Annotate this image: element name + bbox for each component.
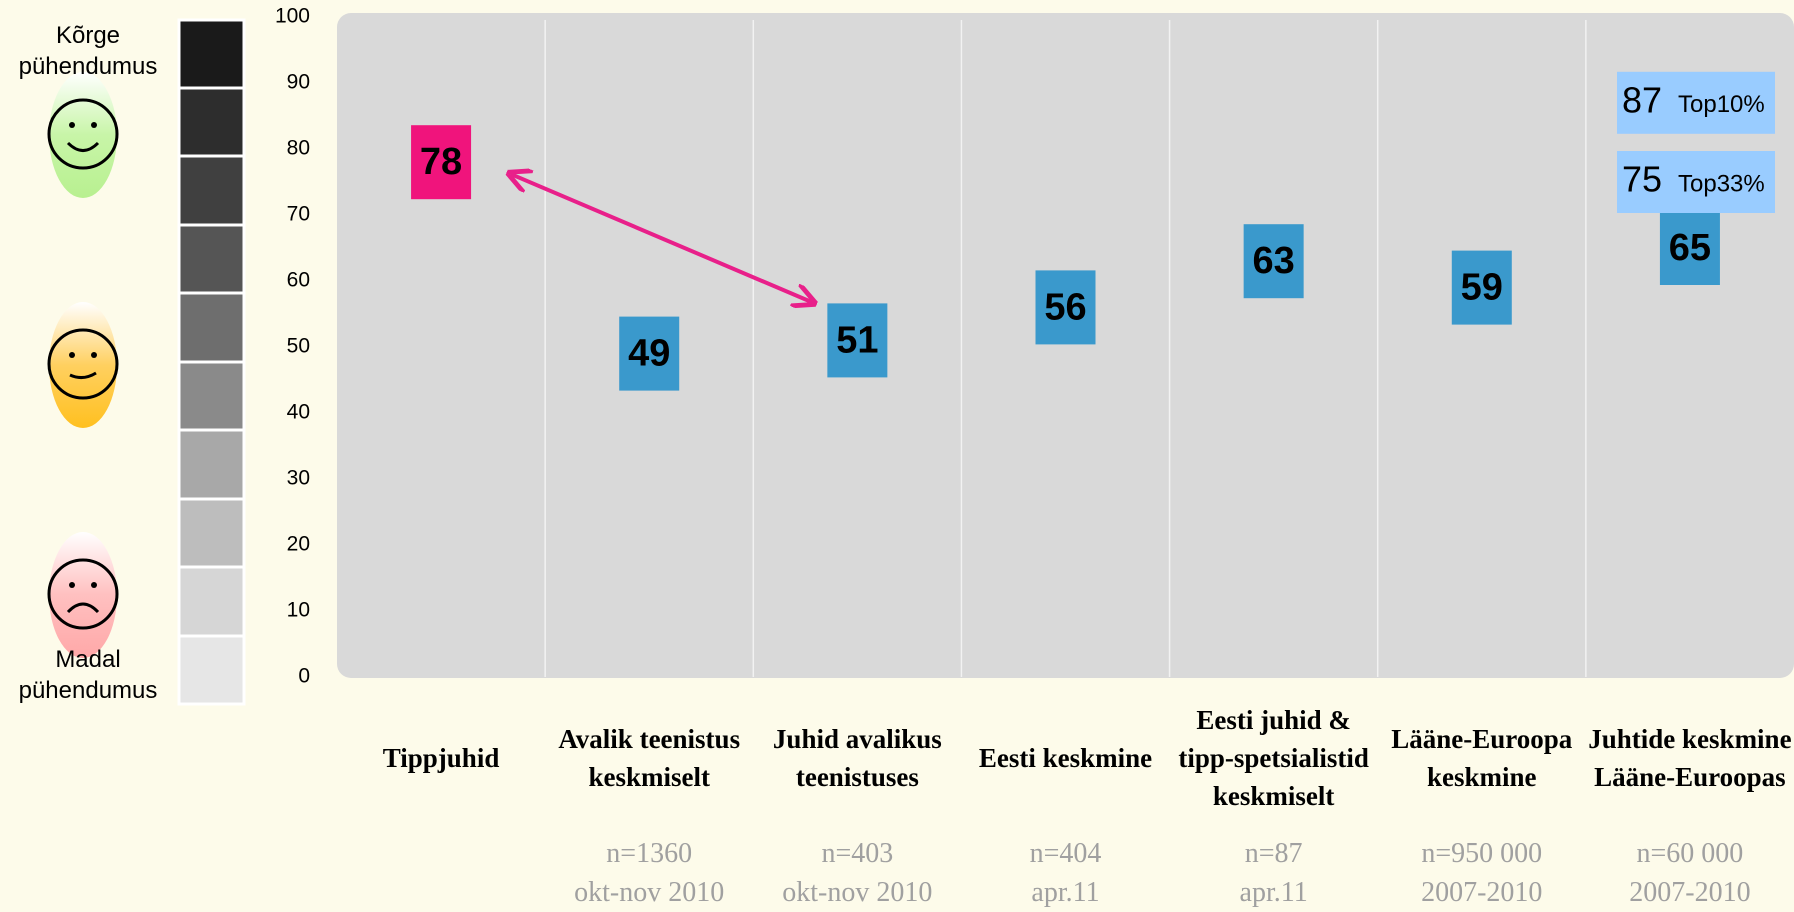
value-label: 59 — [1461, 267, 1503, 309]
period: okt-nov 2010 — [754, 877, 960, 909]
neutral-face — [49, 302, 117, 428]
page: 0 10 20 30 40 50 60 70 80 90 100 78 49 51 56 63 59 65 87 To… — [0, 0, 1794, 912]
period: apr.11 — [963, 877, 1169, 909]
y-tick-label: 20 — [287, 533, 310, 556]
category-label: Juhtide keskmine Lääne-Euroopas — [1587, 678, 1793, 838]
category-label: Avalik teenistus keskmiselt — [546, 678, 752, 838]
engagement-scale — [179, 20, 244, 704]
sad-face — [49, 532, 117, 658]
y-tick-label: 80 — [287, 137, 310, 160]
period: 2007-2010 — [1379, 877, 1585, 909]
high-engagement-label: Kõrge pühendumus — [3, 20, 173, 82]
sample-size: n=60 000 — [1587, 838, 1793, 870]
benchmark-label: Top10% — [1678, 91, 1765, 118]
category-label: Lääne-Euroopa keskmine — [1379, 678, 1585, 838]
value-label: 51 — [836, 319, 878, 361]
happy-face — [49, 72, 117, 198]
y-tick-label: 90 — [287, 71, 310, 94]
y-tick-label: 40 — [287, 401, 310, 424]
low-engagement-label: Madal pühendumus — [3, 644, 173, 706]
sample-size: n=403 — [754, 838, 960, 870]
sample-size: n=404 — [963, 838, 1169, 870]
y-tick-label: 60 — [287, 269, 310, 292]
y-tick-label: 50 — [287, 335, 310, 358]
y-tick-label: 100 — [275, 5, 310, 28]
y-tick-label: 70 — [287, 203, 310, 226]
value-label: 63 — [1253, 240, 1295, 282]
sample-size: n=1360 — [546, 838, 752, 870]
category-label: Eesti juhid & tipp-spetsialistid keskmis… — [1171, 678, 1377, 838]
period: apr.11 — [1171, 877, 1377, 909]
benchmark-value: 87 — [1622, 79, 1662, 120]
y-tick-label: 0 — [298, 665, 310, 688]
period: okt-nov 2010 — [546, 877, 752, 909]
y-tick-label: 30 — [287, 467, 310, 490]
value-label: 49 — [628, 333, 670, 375]
period: 2007-2010 — [1587, 877, 1793, 909]
value-label: 78 — [420, 141, 462, 183]
category-label: Eesti keskmine — [963, 678, 1169, 838]
sample-size: n=87 — [1171, 838, 1377, 870]
category-label: Juhid avalikus teenistuses — [754, 678, 960, 838]
y-tick-label: 10 — [287, 599, 310, 622]
plot-background — [337, 13, 1794, 678]
category-label: Tippjuhid — [338, 678, 544, 838]
benchmark-value: 75 — [1622, 159, 1662, 200]
value-label: 65 — [1669, 227, 1711, 269]
benchmark-label: Top33% — [1678, 170, 1765, 197]
sample-size: n=950 000 — [1379, 838, 1585, 870]
value-label: 56 — [1044, 286, 1086, 328]
